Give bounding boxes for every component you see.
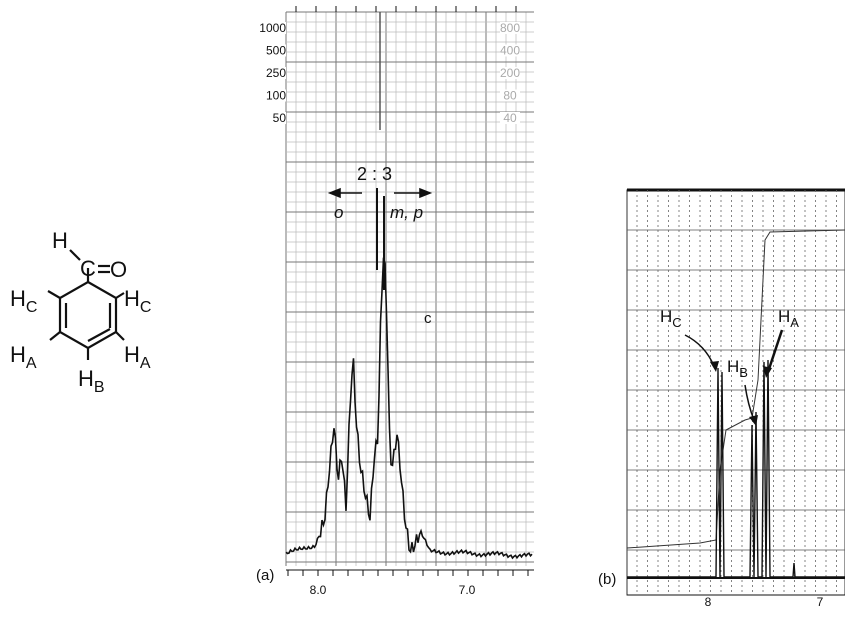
- label-bg: [262, 22, 286, 34]
- annotation-label: H: [660, 307, 672, 326]
- integral-b: [626, 229, 845, 549]
- label-bg: [262, 67, 286, 79]
- bond: [115, 292, 125, 299]
- atom-label: H: [124, 342, 140, 367]
- pointer-heads: [710, 361, 772, 426]
- bond: [115, 331, 125, 341]
- atom-label: H: [10, 342, 26, 367]
- scale-label: 500: [266, 44, 286, 58]
- label-bg: [500, 22, 520, 34]
- x-tick-label: 8: [705, 595, 712, 609]
- spectrum-b: [627, 359, 845, 578]
- atom-sub: C: [26, 299, 38, 316]
- scale-label: 40: [503, 111, 517, 125]
- ring: [58, 280, 118, 350]
- atom-sub: B: [94, 379, 105, 396]
- atom: HC: [124, 286, 151, 316]
- annotation: HA: [778, 307, 799, 330]
- frame: [626, 189, 845, 596]
- scale-label: 50: [273, 111, 287, 125]
- scales: 1000 500 250 100 50 800 400 200 80 40: [259, 21, 520, 125]
- atom: HA: [124, 342, 151, 372]
- arrows: [327, 187, 433, 199]
- label-bg: [500, 89, 520, 102]
- scale-label: 250: [266, 66, 286, 80]
- atom: HC: [10, 286, 37, 316]
- label-bg: [500, 112, 520, 124]
- atom: HA: [10, 342, 37, 372]
- annotation: HC: [660, 307, 682, 330]
- arrowhead: [327, 187, 341, 199]
- atom: O: [110, 257, 127, 282]
- annotation-sub: C: [672, 315, 681, 330]
- x-tick-label: 7: [817, 595, 824, 609]
- label-bg: [262, 89, 286, 102]
- ortho-label: o: [334, 203, 343, 222]
- molecule: [47, 249, 125, 360]
- atom: C: [80, 256, 96, 281]
- label-bg: [500, 67, 520, 79]
- arrowhead: [710, 361, 719, 372]
- annotation-label: H: [727, 357, 739, 376]
- atom: H: [52, 228, 68, 253]
- annotation-sub: B: [739, 365, 748, 380]
- atom: HB: [78, 366, 105, 396]
- meta-para-label: m, p: [390, 203, 423, 222]
- scale-label: 80: [503, 89, 517, 103]
- label-bg: [500, 44, 520, 57]
- arrowhead: [763, 366, 772, 378]
- atom-sub: C: [140, 299, 152, 316]
- grid-a: [285, 6, 534, 576]
- scale-label: 400: [500, 44, 520, 58]
- annotation: HB: [727, 357, 748, 380]
- pointer: [766, 329, 784, 373]
- panel-label: (b): [598, 571, 616, 588]
- traces: [285, 188, 845, 579]
- scale-label: 1000: [259, 21, 286, 35]
- atom-label: H: [124, 286, 140, 311]
- peak-label: c: [424, 310, 432, 327]
- bond: [69, 249, 81, 261]
- panel-label: (a): [256, 567, 274, 584]
- arrowhead: [419, 187, 433, 199]
- atom-label: H: [10, 286, 26, 311]
- scale-label: 200: [500, 66, 520, 80]
- x-tick-label: 8.0: [310, 583, 327, 597]
- bond: [47, 290, 61, 299]
- bond: [49, 331, 61, 341]
- grid-b: [626, 188, 845, 596]
- bond: [87, 328, 111, 342]
- annotation-label: H: [778, 307, 790, 326]
- label-bg: [262, 44, 286, 57]
- scale-label: 100: [266, 89, 286, 103]
- atom-sub: A: [140, 355, 151, 372]
- x-tick-label: 7.0: [459, 583, 476, 597]
- spectrum-a: [285, 257, 533, 560]
- scale-label: 800: [500, 21, 520, 35]
- atom-sub: A: [26, 355, 37, 372]
- label-bg: [262, 112, 286, 124]
- arrowhead: [749, 415, 758, 426]
- atom-label: H: [78, 366, 94, 391]
- ratio: 2 : 3: [357, 164, 392, 184]
- annotation-sub: A: [790, 315, 799, 330]
